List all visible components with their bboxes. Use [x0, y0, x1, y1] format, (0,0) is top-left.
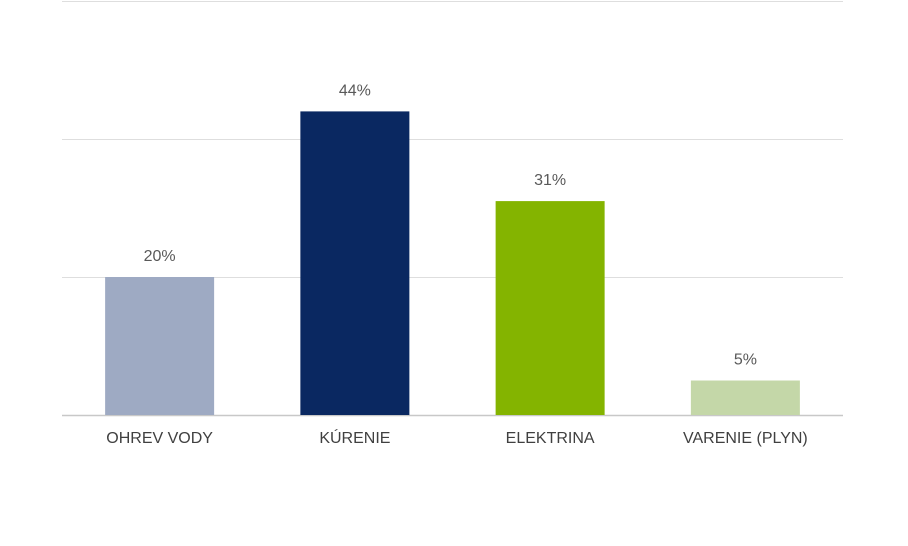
- category-label-2: KÚRENIE: [319, 428, 390, 447]
- data-label-4: 5%: [734, 352, 757, 369]
- category-label-1: OHREV VODY: [106, 430, 213, 447]
- category-label-3: ELEKTRINA: [506, 430, 595, 447]
- data-label-1: 20%: [144, 248, 176, 265]
- bars: [105, 111, 800, 416]
- bar-2: [300, 111, 410, 416]
- data-label-3: 31%: [534, 172, 566, 189]
- bar-1: [105, 277, 215, 415]
- bar-3: [495, 201, 605, 415]
- data-label-2: 44%: [339, 82, 371, 99]
- category-label-4: VARENIE (PLYN): [683, 430, 808, 447]
- category-labels: OHREV VODY KÚRENIE ELEKTRINA VARENIE (PLYN): [106, 428, 807, 447]
- data-labels: 20% 44% 31% 5%: [144, 82, 757, 368]
- bar-4: [690, 380, 800, 415]
